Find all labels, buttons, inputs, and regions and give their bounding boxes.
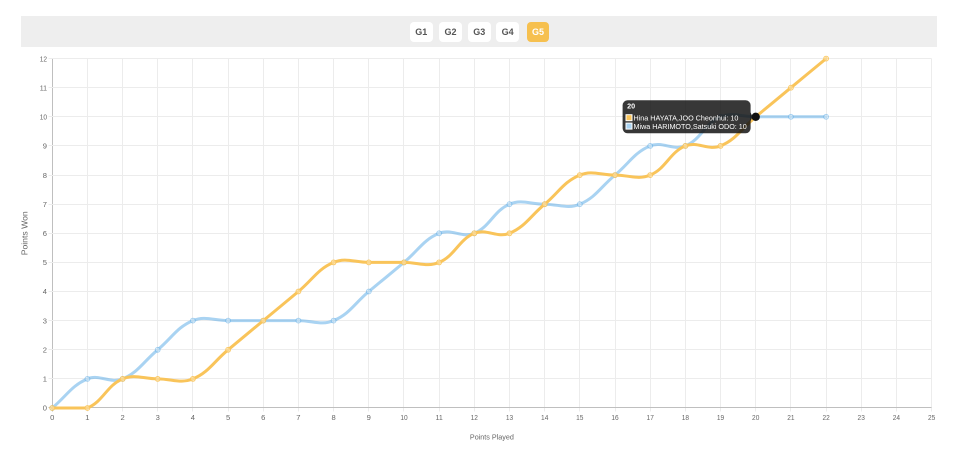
svg-text:24: 24 [893,413,900,422]
svg-text:1: 1 [43,375,47,384]
svg-text:4: 4 [43,287,47,296]
svg-text:9: 9 [43,142,47,151]
svg-text:7: 7 [43,200,47,209]
svg-text:5: 5 [226,413,230,422]
svg-text:6: 6 [261,413,265,422]
svg-text:8: 8 [43,171,47,180]
svg-text:Points Won: Points Won [21,211,30,255]
svg-text:1: 1 [85,413,89,422]
svg-text:7: 7 [296,413,300,422]
svg-text:5: 5 [43,258,47,267]
svg-text:14: 14 [541,413,548,422]
svg-text:19: 19 [717,413,724,422]
svg-text:3: 3 [43,316,47,325]
svg-text:22: 22 [822,413,829,422]
svg-text:21: 21 [787,413,794,422]
svg-text:8: 8 [331,413,335,422]
svg-text:0: 0 [43,404,47,413]
svg-text:Points Played: Points Played [470,433,514,442]
svg-text:17: 17 [647,413,654,422]
svg-text:10: 10 [40,113,47,122]
svg-text:11: 11 [435,413,442,422]
svg-text:12: 12 [40,54,47,63]
svg-text:6: 6 [43,229,47,238]
svg-text:20: 20 [752,413,759,422]
svg-text:15: 15 [576,413,583,422]
svg-text:2: 2 [43,346,47,355]
svg-text:Hina HAYATA,JOO Cheonhui: 10: Hina HAYATA,JOO Cheonhui: 10 [634,114,739,123]
svg-text:10: 10 [400,413,407,422]
svg-text:13: 13 [506,413,513,422]
svg-text:23: 23 [858,413,865,422]
svg-text:25: 25 [928,413,935,422]
svg-text:3: 3 [156,413,160,422]
svg-text:4: 4 [191,413,195,422]
svg-text:9: 9 [367,413,371,422]
svg-text:0: 0 [50,413,54,422]
svg-text:18: 18 [682,413,689,422]
svg-text:16: 16 [611,413,618,422]
svg-text:11: 11 [40,83,47,92]
svg-text:2: 2 [120,413,124,422]
svg-text:12: 12 [471,413,478,422]
svg-text:Miwa HARIMOTO,Satsuki ODO: 10: Miwa HARIMOTO,Satsuki ODO: 10 [634,122,747,131]
svg-text:20: 20 [627,102,635,111]
